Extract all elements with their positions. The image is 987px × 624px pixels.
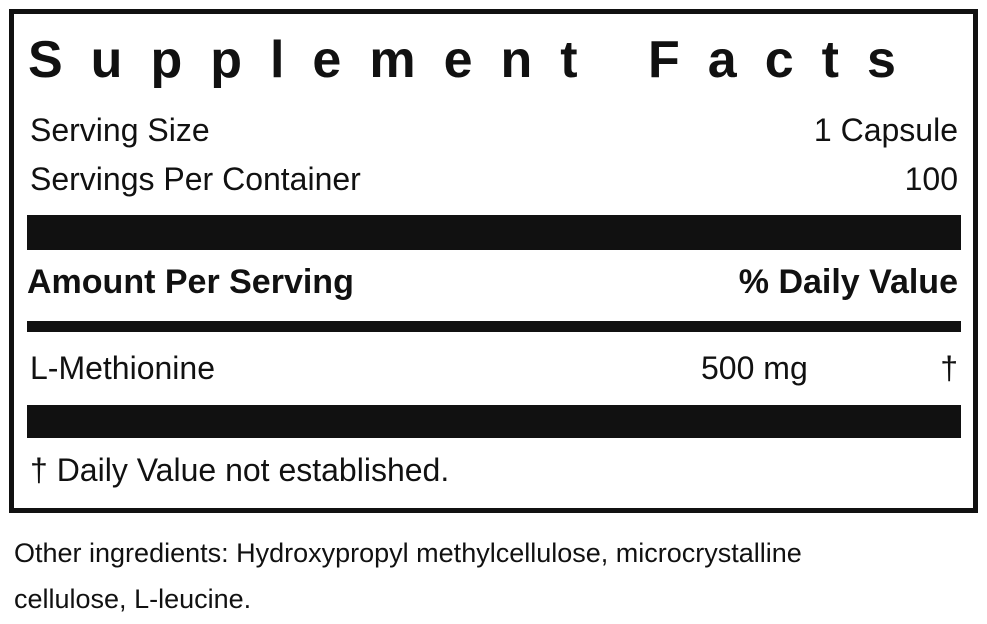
serving-size-value: 1 Capsule — [813, 112, 958, 148]
daily-value-header: % Daily Value — [738, 263, 958, 301]
thick-divider — [27, 215, 961, 250]
amount-per-serving-header: Amount Per Serving — [27, 263, 354, 301]
other-ingredients-line-1: Other ingredients: Hydroxypropyl methylc… — [14, 538, 802, 568]
other-ingredients-line-2: cellulose, L-leucine. — [14, 584, 252, 614]
nutrient-amount: 500 mg — [701, 350, 808, 386]
thick-divider — [27, 405, 961, 438]
panel-title: Supplement Facts — [28, 31, 924, 89]
nutrient-name: L-Methionine — [30, 350, 215, 386]
nutrient-daily-value: † — [940, 350, 958, 386]
servings-per-container-value: 100 — [904, 161, 958, 197]
footnote: † Daily Value not established. — [30, 452, 450, 488]
supplement-facts-panel — [9, 9, 978, 513]
servings-per-container-label: Servings Per Container — [30, 161, 361, 197]
serving-size-label: Serving Size — [30, 112, 210, 148]
medium-divider — [27, 321, 961, 332]
